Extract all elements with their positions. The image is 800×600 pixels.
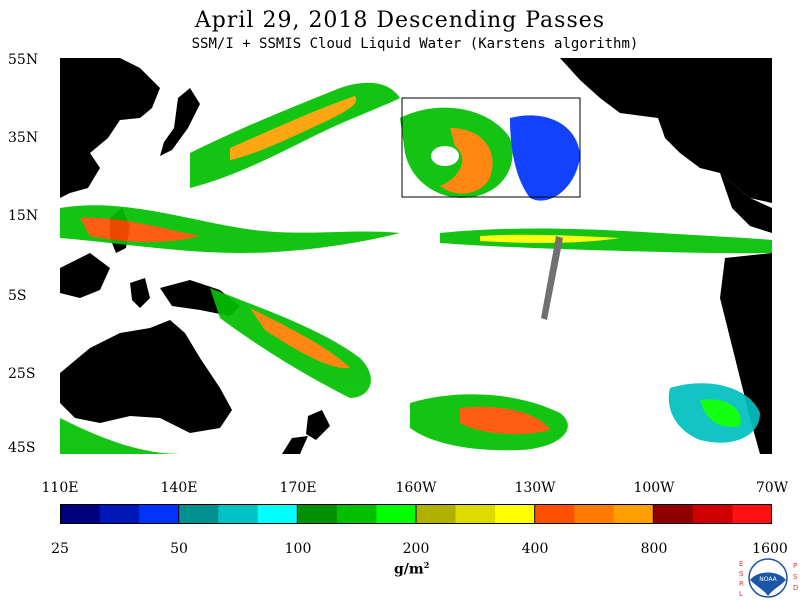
colorbar-swatch bbox=[178, 504, 219, 524]
new-zealand-landmass bbox=[306, 410, 330, 440]
cloud-band-north-pacific-core bbox=[230, 96, 357, 160]
lat-label-55n: 55N bbox=[8, 52, 39, 68]
lon-label-160w: 160W bbox=[395, 480, 437, 496]
northeast-cloud-field bbox=[510, 115, 580, 201]
lat-label-45s: 45S bbox=[8, 440, 36, 456]
lat-label-5s: 5S bbox=[8, 288, 27, 304]
lon-label-170e: 170E bbox=[279, 480, 317, 496]
south-america-landmass bbox=[720, 253, 772, 454]
australia-landmass bbox=[60, 320, 232, 433]
itcz-west-core bbox=[80, 217, 200, 242]
cloud-features bbox=[60, 82, 772, 454]
southern-ocean-band bbox=[60, 418, 180, 454]
central-america-landmass bbox=[720, 173, 772, 233]
cyclone-south-core bbox=[460, 406, 550, 435]
svg-text:NOAA: NOAA bbox=[759, 576, 777, 583]
colorbar-swatch bbox=[99, 504, 140, 524]
colorbar-swatch bbox=[139, 504, 180, 524]
map-subtitle: SSM/I + SSMIS Cloud Liquid Water (Karste… bbox=[191, 36, 639, 52]
satellite-swath-gap bbox=[541, 236, 563, 320]
cyclone-north-core bbox=[440, 128, 493, 194]
colorbar-swatch bbox=[495, 504, 536, 524]
cyclone-north-eye bbox=[431, 146, 459, 166]
colorbar bbox=[60, 504, 772, 524]
colorbar-tick-25: 25 bbox=[51, 541, 69, 557]
colorbar-swatch bbox=[336, 504, 377, 524]
north-america-landmass bbox=[560, 58, 772, 203]
colorbar-tick-400: 400 bbox=[521, 541, 549, 557]
svg-text:R: R bbox=[739, 580, 744, 588]
colorbar-swatch bbox=[257, 504, 298, 524]
map-title: April 29, 2018 Descending Passes bbox=[194, 8, 606, 33]
asia-landmass bbox=[60, 58, 160, 198]
cyclone-southeast-core bbox=[700, 399, 741, 427]
colorbar-tick-50: 50 bbox=[170, 541, 188, 557]
colorbar-swatch bbox=[297, 504, 338, 524]
lat-label-35n: 35N bbox=[8, 130, 39, 146]
lat-label-25s: 25S bbox=[8, 366, 36, 382]
units-label: g/m2 bbox=[394, 560, 430, 578]
colorbar-swatch bbox=[534, 504, 575, 524]
lon-label-130w: 130W bbox=[514, 480, 556, 496]
colorbar-swatch bbox=[455, 504, 496, 524]
lon-label-140e: 140E bbox=[160, 480, 198, 496]
new-zealand-south bbox=[282, 436, 308, 454]
colorbar-swatch bbox=[60, 504, 101, 524]
lon-label-100w: 100W bbox=[633, 480, 675, 496]
south-pacific-band-core bbox=[250, 308, 350, 369]
highlight-box bbox=[401, 97, 581, 198]
colorbar-swatch bbox=[416, 504, 457, 524]
colorbar-tick-800: 800 bbox=[640, 541, 668, 557]
colorbar-swatch bbox=[613, 504, 654, 524]
itcz-east-core bbox=[480, 234, 620, 243]
svg-text:P: P bbox=[793, 562, 797, 570]
colorbar-swatch bbox=[218, 504, 259, 524]
lat-label-15n: 15N bbox=[8, 208, 39, 224]
colorbar-swatch bbox=[574, 504, 615, 524]
colorbar-tick-1600: 1600 bbox=[752, 541, 788, 557]
colorbar-swatch bbox=[376, 504, 417, 524]
svg-text:S: S bbox=[739, 570, 744, 578]
svg-text:E: E bbox=[739, 560, 743, 568]
colorbar-tick-100: 100 bbox=[284, 541, 312, 557]
itcz-east bbox=[440, 228, 772, 254]
sulawesi-landmass bbox=[130, 278, 150, 308]
colorbar-swatch bbox=[653, 504, 694, 524]
svg-text:L: L bbox=[739, 590, 743, 598]
cloud-liquid-water-map bbox=[60, 58, 772, 454]
colorbar-swatch bbox=[732, 504, 772, 524]
lon-label-110e: 110E bbox=[41, 480, 79, 496]
borneo-landmass bbox=[60, 253, 110, 298]
colorbar-swatch bbox=[692, 504, 733, 524]
japan-landmass bbox=[160, 88, 200, 156]
svg-text:S: S bbox=[793, 573, 798, 581]
svg-text:D: D bbox=[793, 584, 798, 592]
lon-label-70w: 70W bbox=[755, 480, 789, 496]
colorbar-tick-200: 200 bbox=[402, 541, 430, 557]
